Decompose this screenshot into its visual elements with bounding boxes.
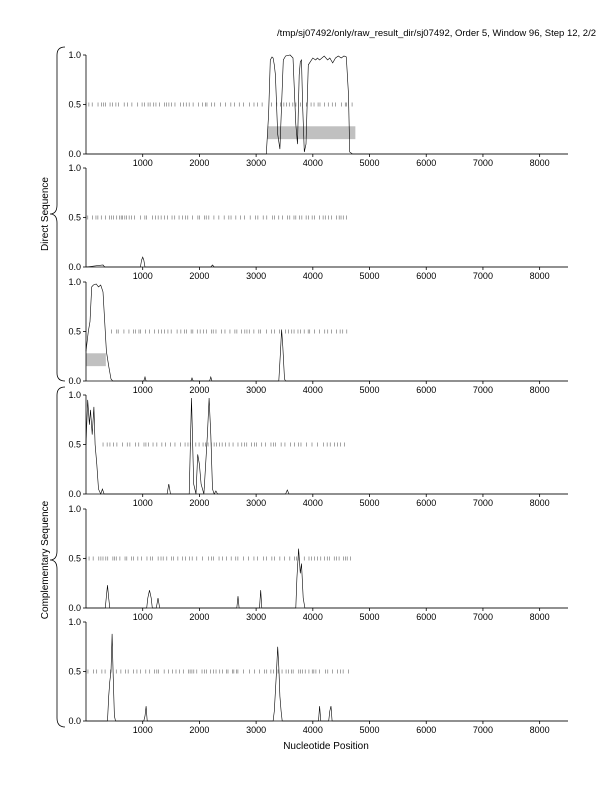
panels: 0.0 0.5 1.0 1000 2000 3000 4000 5000 6000 7000 800… [68, 50, 568, 735]
direct-group-label: Direct Sequence [40, 177, 51, 251]
panel-5-y-tick-label: 0.0 [68, 603, 81, 613]
panel-2-y-tick-label: 1.0 [68, 163, 81, 173]
panel-5-x-tick-label: 8000 [530, 612, 550, 622]
panel-5-x-tick-label: 5000 [360, 612, 380, 622]
panel-1-x-tick-label: 8000 [530, 158, 550, 168]
panel-3-x-tick-label: 6000 [416, 385, 436, 395]
panel-6-x-tick-label: 2000 [189, 725, 209, 735]
panel-1-x-tick-label: 6000 [416, 158, 436, 168]
panel-3-y-tick-label: 0.5 [68, 327, 81, 337]
panel-3-x-tick-label: 1000 [133, 385, 153, 395]
panel-1: 0.0 0.5 1.0 1000 2000 3000 4000 5000 6000 7000 800… [68, 50, 568, 168]
panel-4-x-tick-label: 3000 [246, 498, 266, 508]
panel-4: 0.0 0.5 1.0 1000 2000 3000 4000 5000 6000 7000 800… [68, 390, 568, 508]
panel-1-x-tick-label: 2000 [189, 158, 209, 168]
panel-3-x-tick-label: 7000 [473, 385, 493, 395]
panel-1-series-line [86, 54, 568, 155]
panel-3-x-tick-label: 2000 [189, 385, 209, 395]
panel-2-x-tick-label: 3000 [246, 271, 266, 281]
panel-5: 0.0 0.5 1.0 1000 2000 3000 4000 5000 6000 7000 800… [68, 504, 568, 622]
panel-5-x-tick-label: 6000 [416, 612, 436, 622]
panel-2-y-tick-label: 0.0 [68, 262, 81, 272]
panel-3-x-tick-label: 4000 [303, 385, 323, 395]
panel-6-y-tick-label: 0.5 [68, 667, 81, 677]
panel-4-x-tick-label: 4000 [303, 498, 323, 508]
panel-4-x-tick-label: 6000 [416, 498, 436, 508]
panel-3-y-tick-label: 0.0 [68, 376, 81, 386]
panel-1-y-tick-label: 0.5 [68, 100, 81, 110]
panel-6-y-tick-label: 0.0 [68, 716, 81, 726]
panel-3-x-tick-label: 3000 [246, 385, 266, 395]
panel-4-series-line [85, 397, 568, 495]
panel-6-x-tick-label: 4000 [303, 725, 323, 735]
panel-3-y-tick-label: 1.0 [68, 277, 81, 287]
panel-4-x-tick-label: 7000 [473, 498, 493, 508]
panel-5-x-tick-label: 4000 [303, 612, 323, 622]
panel-2: 0.0 0.5 1.0 1000 2000 3000 4000 5000 6000 7000 800… [68, 163, 568, 281]
panel-3-x-tick-label: 8000 [530, 385, 550, 395]
panel-6-y-tick-label: 1.0 [68, 617, 81, 627]
panel-6-x-tick-label: 8000 [530, 725, 550, 735]
panel-2-x-tick-label: 5000 [360, 271, 380, 281]
panel-2-x-tick-label: 6000 [416, 271, 436, 281]
panel-6-x-tick-label: 5000 [360, 725, 380, 735]
panel-6-x-tick-label: 6000 [416, 725, 436, 735]
panel-5-y-tick-label: 1.0 [68, 504, 81, 514]
panel-4-y-tick-label: 0.0 [68, 489, 81, 499]
panel-6: 0.0 0.5 1.0 1000 2000 3000 4000 5000 6000 7000 800… [68, 617, 568, 735]
panel-2-x-tick-label: 8000 [530, 271, 550, 281]
panel-5-x-tick-label: 2000 [189, 612, 209, 622]
panel-4-x-tick-label: 1000 [133, 498, 153, 508]
complementary-group-brace [49, 386, 66, 728]
complementary-group-label: Complementary Sequence [40, 500, 51, 619]
panel-1-y-tick-label: 0.0 [68, 149, 81, 159]
panel-5-x-tick-label: 1000 [133, 612, 153, 622]
panel-4-x-tick-label: 5000 [360, 498, 380, 508]
panel-4-x-tick-label: 2000 [189, 498, 209, 508]
panel-4-x-tick-label: 8000 [530, 498, 550, 508]
panel-1-region-1 [267, 126, 356, 140]
panel-3-x-tick-label: 5000 [360, 385, 380, 395]
panel-5-x-tick-label: 3000 [246, 612, 266, 622]
panel-6-x-tick-label: 3000 [246, 725, 266, 735]
panel-1-x-tick-label: 1000 [133, 158, 153, 168]
panel-2-y-tick-label: 0.5 [68, 213, 81, 223]
panel-4-y-tick-label: 1.0 [68, 390, 81, 400]
panel-6-x-tick-label: 1000 [133, 725, 153, 735]
panel-2-x-tick-label: 7000 [473, 271, 493, 281]
panel-2-x-tick-label: 4000 [303, 271, 323, 281]
panel-1-x-tick-label: 5000 [360, 158, 380, 168]
x-axis-label: Nucleotide Position [283, 741, 369, 752]
panel-3-series-line [85, 283, 568, 382]
panel-2-x-tick-label: 1000 [133, 271, 153, 281]
panel-5-x-tick-label: 7000 [473, 612, 493, 622]
panel-6-x-tick-label: 7000 [473, 725, 493, 735]
panel-6-series-line [86, 633, 568, 722]
panel-2-series-line [85, 256, 568, 268]
panel-4-y-tick-label: 0.5 [68, 440, 81, 450]
panel-2-x-tick-label: 2000 [189, 271, 209, 281]
panel-5-y-tick-label: 0.5 [68, 554, 81, 564]
panel-1-y-tick-label: 1.0 [68, 50, 81, 60]
panel-1-x-tick-label: 3000 [246, 158, 266, 168]
figure-header: /tmp/sj07492/only/raw_result_dir/sj07492… [277, 28, 596, 39]
panel-1-x-tick-label: 7000 [473, 158, 493, 168]
panel-3-region-1 [86, 353, 106, 367]
direct-group-brace [49, 46, 66, 382]
panel-1-x-tick-label: 4000 [303, 158, 323, 168]
panel-3: 0.0 0.5 1.0 1000 2000 3000 4000 5000 6000 7000 800… [68, 277, 568, 395]
